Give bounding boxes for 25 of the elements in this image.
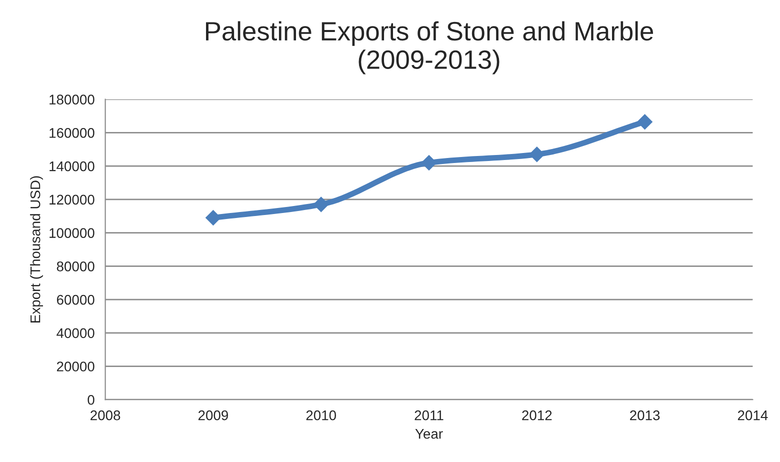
- y-tick-label: 160000: [50, 128, 94, 138]
- x-tick-label: 2012: [522, 410, 552, 420]
- y-tick-label: 180000: [50, 94, 94, 104]
- chart-title: Palestine Exports of Stone and Marble (2009-2013): [206, 21, 654, 74]
- y-tick-label: 60000: [56, 294, 94, 305]
- point: [637, 114, 652, 130]
- x-axis-title: Year: [415, 429, 443, 439]
- x-tick-label: 2013: [630, 410, 660, 420]
- y-tick-label: 40000: [56, 328, 94, 338]
- y-tick-label: 80000: [56, 261, 94, 272]
- y-tick-label: 100000: [50, 228, 94, 238]
- x-tick-label: 2014: [738, 410, 768, 420]
- x-tick-label: 2008: [90, 410, 120, 420]
- y-tick-label: 120000: [50, 194, 94, 205]
- y-tick-label: 20000: [56, 362, 94, 372]
- x-tick-label: 2009: [198, 410, 228, 420]
- point: [314, 196, 329, 212]
- x-tick-label: 2011: [414, 410, 444, 420]
- y-tick-label: 0: [88, 394, 94, 405]
- point: [206, 210, 221, 226]
- x-tick-label: 2010: [306, 410, 336, 420]
- point: [529, 146, 544, 162]
- y-tick-label: 140000: [50, 161, 94, 172]
- y-axis-title: Export (Thousand USD): [30, 176, 43, 322]
- point: [421, 155, 437, 170]
